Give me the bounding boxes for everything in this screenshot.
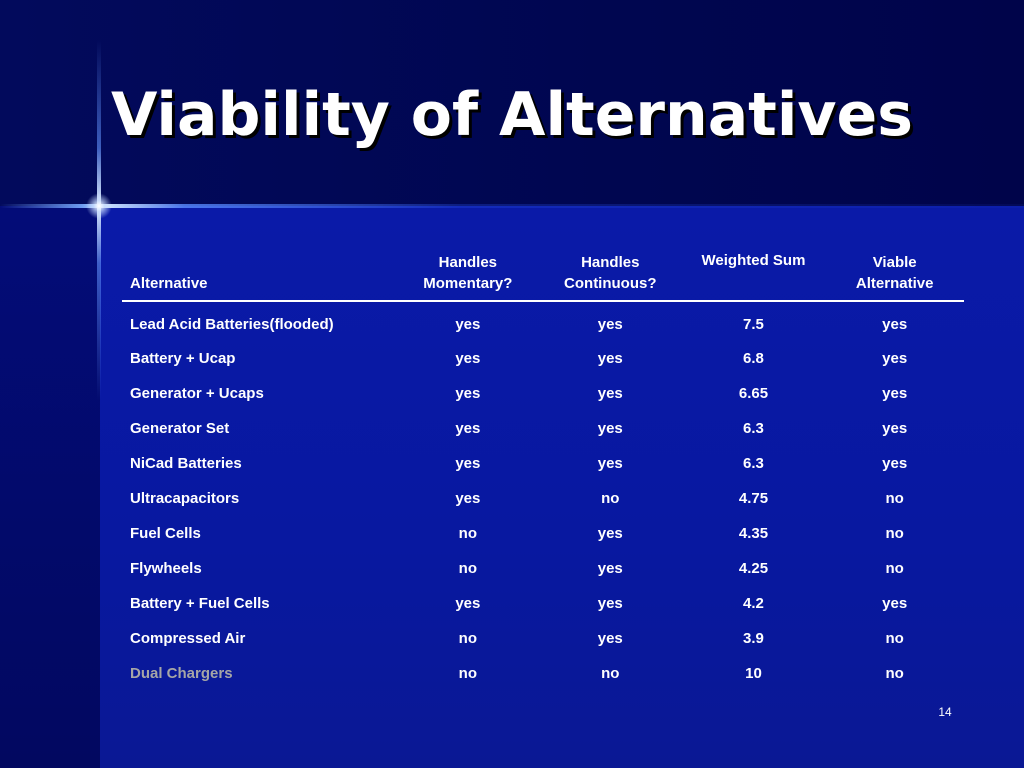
header-viable-line1: Viable [872,254,917,271]
cell-continuous: yes [597,420,623,437]
table-row: Flywheels no yes 4.25 no [122,551,964,586]
table-row: Compressed Air no yes 3.9 no [122,621,964,656]
table-row: Dual Chargers no no 10 no [122,656,964,691]
header-handles-continuous: Handles Continuous? [538,248,682,302]
cell-continuous: yes [597,350,623,367]
header-viable-alternative: Viable Alternative [825,248,964,302]
cell-alternative: Generator Set [130,420,230,437]
cell-weighted-sum: 7.5 [743,316,764,333]
cell-momentary: no [458,525,477,542]
cell-momentary: yes [455,595,481,612]
cell-weighted-sum: 6.3 [743,455,764,472]
cell-alternative: Battery + Fuel Cells [130,595,270,612]
table-row: Ultracapacitors yes no 4.75 no [122,481,964,516]
cell-viable: yes [882,316,908,333]
cell-momentary: no [458,665,477,682]
cell-continuous: yes [597,316,623,333]
cell-viable: no [885,560,904,577]
cell-alternative: Lead Acid Batteries(flooded) [130,316,334,333]
cell-momentary: yes [455,455,481,472]
header-weighted-sum: Weighted Sum [681,248,826,302]
cell-alternative: Flywheels [130,560,202,577]
cell-momentary: no [458,560,477,577]
table-row: Generator + Ucaps yes yes 6.65 yes [122,376,964,411]
cell-viable: yes [882,595,908,612]
header-momentary-line1: Handles [438,254,498,271]
cell-weighted-sum: 4.2 [743,595,764,612]
table-row: Battery + Fuel Cells yes yes 4.2 yes [122,586,964,621]
cell-continuous: yes [597,525,623,542]
cell-momentary: yes [455,385,481,402]
header-continuous-line1: Handles [581,254,640,271]
cell-alternative: Battery + Ucap [130,350,236,367]
cell-alternative: Dual Chargers [130,665,233,682]
cell-weighted-sum: 6.3 [743,420,764,437]
page-number: 14 [938,705,952,719]
cell-weighted-sum: 3.9 [743,630,764,647]
table-row: Battery + Ucap yes yes 6.8 yes [122,341,964,376]
cell-weighted-sum: 4.75 [738,490,769,507]
left-band-background [0,206,100,768]
table-row: Lead Acid Batteries(flooded) yes yes 7.5… [122,301,964,341]
cell-continuous: yes [597,385,623,402]
cell-weighted-sum: 6.8 [743,350,764,367]
table-row: NiCad Batteries yes yes 6.3 yes [122,446,964,481]
slide-title: Viability of Alternatives [111,80,913,150]
cell-continuous: no [601,490,620,507]
alternatives-table: Alternative Handles Momentary? Handles C… [122,248,964,691]
cell-viable: no [885,490,904,507]
cell-momentary: no [458,630,477,647]
star-flare-icon [86,193,112,219]
cell-momentary: yes [455,350,481,367]
cell-continuous: yes [597,595,623,612]
cell-viable: yes [882,385,908,402]
cell-viable: no [885,665,904,682]
cell-continuous: no [601,665,620,682]
header-continuous-line2: Continuous? [564,275,657,292]
cell-viable: no [885,630,904,647]
table-header-row: Alternative Handles Momentary? Handles C… [122,248,964,302]
cell-continuous: yes [597,560,623,577]
cell-weighted-sum: 4.35 [738,525,769,542]
cell-alternative: Ultracapacitors [130,490,240,507]
cell-viable: yes [882,350,908,367]
cell-momentary: yes [455,316,481,333]
cell-alternative: Generator + Ucaps [130,385,264,402]
table-row: Generator Set yes yes 6.3 yes [122,411,964,446]
vertical-glow-line [97,40,101,400]
header-background [0,0,1024,206]
cell-viable: no [885,525,904,542]
cell-continuous: yes [597,455,623,472]
cell-momentary: yes [455,490,481,507]
cell-alternative: Compressed Air [130,630,246,647]
header-viable-line2: Alternative [855,275,934,292]
table-row: Fuel Cells no yes 4.35 no [122,516,964,551]
header-alternative: Alternative [122,248,397,302]
cell-alternative: NiCad Batteries [130,455,242,472]
header-momentary-line2: Momentary? [423,275,513,292]
cell-momentary: yes [455,420,481,437]
cell-continuous: yes [597,630,623,647]
cell-viable: yes [882,420,908,437]
horizontal-glow-line [0,204,1024,208]
cell-weighted-sum: 10 [745,665,762,682]
header-handles-momentary: Handles Momentary? [396,248,539,302]
cell-alternative: Fuel Cells [130,525,201,542]
cell-weighted-sum: 4.25 [738,560,769,577]
cell-weighted-sum: 6.65 [738,385,769,402]
cell-viable: yes [882,455,908,472]
